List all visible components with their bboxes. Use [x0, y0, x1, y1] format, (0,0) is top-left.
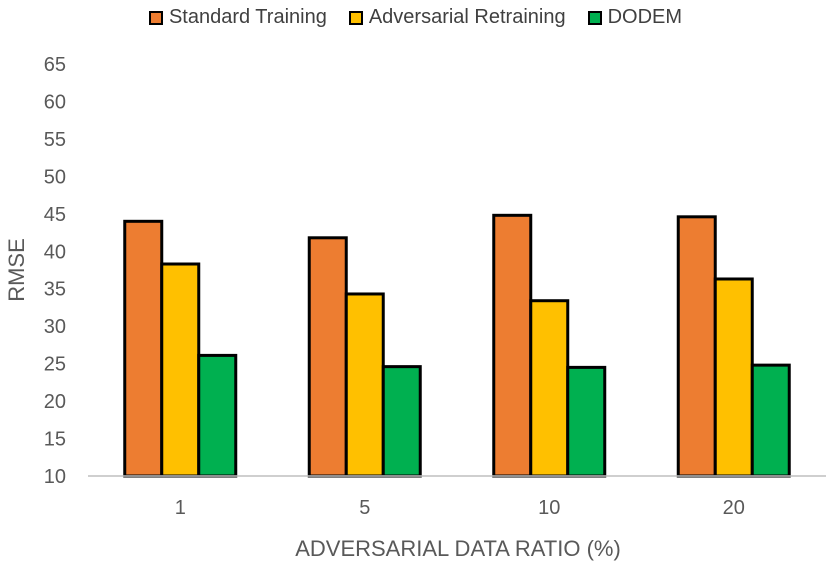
y-tick-label: 10 [44, 466, 66, 488]
legend-label-dodem: DODEM [607, 6, 683, 28]
y-tick-label: 30 [44, 316, 66, 338]
bar-adversarial-retraining-10 [529, 299, 570, 478]
y-tick-label: 45 [44, 204, 66, 226]
y-tick-label: 20 [44, 391, 66, 413]
y-tick-label: 55 [44, 129, 66, 151]
bar-dodem-1 [197, 353, 238, 478]
x-tick-label: 5 [359, 497, 370, 519]
y-tick-label: 40 [44, 241, 66, 263]
bar-adversarial-retraining-20 [713, 277, 754, 478]
bar-standard-training-1 [123, 219, 164, 478]
bar-dodem-10 [566, 365, 607, 478]
x-tick-label: 1 [175, 497, 186, 519]
y-tick-label: 25 [44, 354, 66, 376]
legend-item-dodem: DODEM [587, 6, 683, 29]
legend-label-standard-training: Standard Training [168, 6, 327, 28]
y-tick-label: 50 [44, 166, 66, 188]
bar-dodem-5 [381, 365, 422, 478]
x-tick-label: 20 [723, 497, 745, 519]
y-tick-label: 65 [44, 54, 66, 76]
bar-adversarial-retraining-5 [344, 292, 385, 478]
legend-item-adversarial-retraining: Adversarial Retraining [348, 6, 566, 29]
y-tick-label: 60 [44, 91, 66, 113]
y-axis-label: RMSE [4, 238, 29, 302]
bar-standard-training-5 [307, 236, 348, 478]
legend: Standard Training Adversarial Retraining… [0, 6, 831, 29]
bar-standard-training-10 [492, 213, 533, 478]
y-axis-ticks: 10 15 20 25 30 35 40 45 50 55 60 65 [44, 54, 66, 488]
x-tick-label: 10 [538, 497, 560, 519]
bar-standard-training-20 [676, 215, 717, 478]
legend-swatch-dodem [587, 10, 602, 25]
legend-label-adversarial-retraining: Adversarial Retraining [368, 6, 566, 28]
x-axis-label: ADVERSARIAL DATA RATIO (%) [295, 536, 621, 561]
y-tick-label: 35 [44, 279, 66, 301]
legend-swatch-standard-training [148, 10, 163, 25]
bars [123, 213, 791, 478]
bar-adversarial-retraining-1 [160, 262, 201, 478]
y-tick-label: 15 [44, 429, 66, 451]
x-axis-ticks: 1 5 10 20 [175, 497, 745, 519]
bar-dodem-20 [750, 363, 791, 478]
legend-swatch-adversarial-retraining [348, 10, 363, 25]
legend-item-standard-training: Standard Training [148, 6, 327, 29]
